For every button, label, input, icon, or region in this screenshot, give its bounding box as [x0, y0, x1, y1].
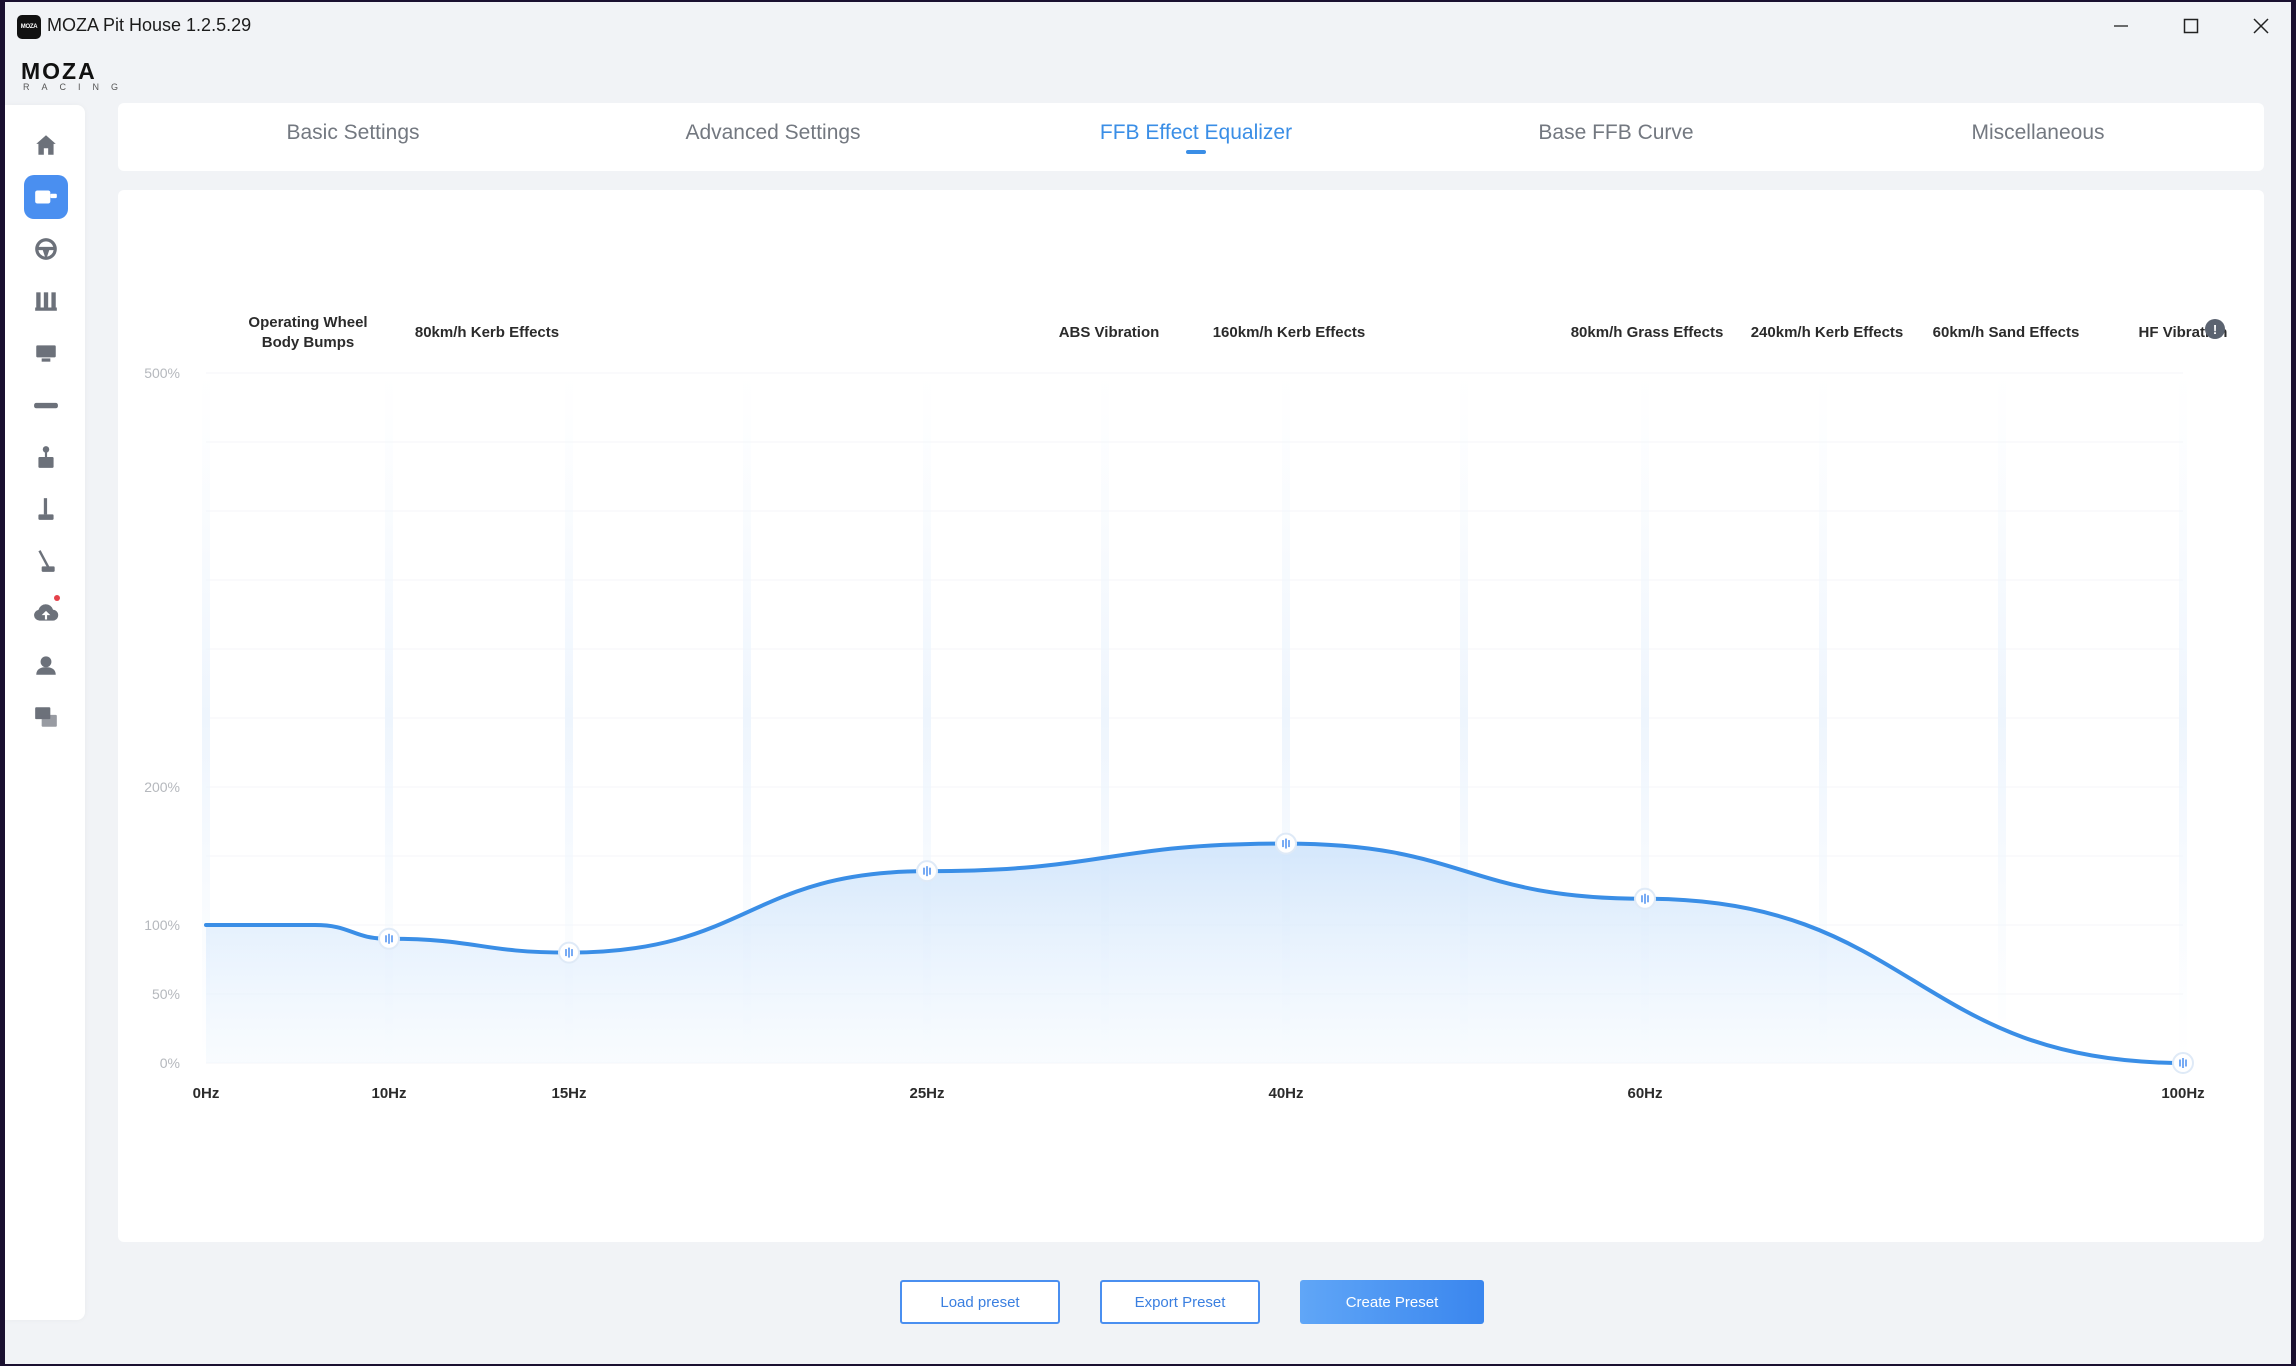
y-axis-tick-label: 50% [152, 986, 180, 1002]
frequency-band-column [743, 373, 751, 1063]
minimize-icon [2114, 25, 2128, 27]
sidebar-item-home[interactable] [24, 123, 68, 167]
x-axis-frequency-label: 40Hz [1268, 1085, 1303, 1102]
sidebar-item-wheelbase[interactable] [24, 175, 68, 219]
effect-label: 240km/h Kerb Effects [1751, 324, 1904, 341]
frequency-band-column [1998, 373, 2006, 1063]
sidebar-item-dashboard[interactable] [24, 331, 68, 375]
dashboard-icon [36, 345, 56, 362]
logo-main-text: MOZA [21, 58, 97, 84]
x-axis-frequency-label: 25Hz [909, 1085, 944, 1102]
effect-label: ABS Vibration [1059, 324, 1160, 341]
app-icon: MOZA [17, 15, 41, 39]
notification-dot [54, 595, 60, 601]
effect-label: 160km/h Kerb Effects [1213, 324, 1366, 341]
info-icon-glyph: ! [2213, 322, 2217, 337]
effect-label: Operating Wheel [248, 314, 367, 331]
sequential-shifter-icon [38, 498, 54, 520]
sidebar-item-handbrake[interactable] [24, 539, 68, 583]
sidebar [5, 105, 85, 1320]
load-preset-button[interactable]: Load preset [900, 1280, 1060, 1324]
x-axis-frequency-label: 0Hz [193, 1085, 220, 1102]
sidebar-item-handbrake-bar[interactable] [24, 383, 68, 427]
info-icon[interactable] [2205, 319, 2225, 339]
sidebar-item-shifter[interactable] [24, 435, 68, 479]
create-preset-button[interactable]: Create Preset [1300, 1280, 1484, 1324]
effect-label: 80km/h Kerb Effects [415, 324, 559, 341]
effect-label: 60km/h Sand Effects [1933, 324, 2080, 341]
frequency-band-column [565, 373, 573, 1063]
equalizer-chart: 500% 200% 100% 50% 0% 0Hz 10Hz 15Hz 25Hz 40Hz 60Hz… [144, 314, 2227, 1102]
close-button[interactable] [2226, 2, 2291, 50]
effect-label-line2: Body Bumps [262, 334, 355, 351]
export-preset-button[interactable]: Export Preset [1100, 1280, 1260, 1324]
y-axis-tick-label: 500% [144, 365, 180, 381]
app-window: MOZA MOZA Pit House 1.2.5.29 MOZA RACING [5, 2, 2291, 1364]
x-axis-frequency-label: 15Hz [551, 1085, 586, 1102]
frequency-band-column [1819, 373, 1827, 1063]
minimize-button[interactable] [2086, 2, 2156, 50]
handbrake-bar-icon [34, 402, 58, 409]
frequency-band-column [202, 373, 210, 1063]
pedals-icon [35, 292, 57, 311]
equalizer-panel: 500% 200% 100% 50% 0% 0Hz 10Hz 15Hz 25Hz 40Hz 60Hz… [118, 190, 2264, 1242]
tab-advanced-settings[interactable]: Advanced Settings [685, 121, 861, 144]
sidebar-item-qa[interactable] [24, 695, 68, 739]
frequency-band-column [1282, 373, 1290, 1063]
qa-icon [35, 707, 57, 727]
shifter-icon [38, 446, 54, 468]
x-axis-frequency-label: 10Hz [371, 1085, 406, 1102]
moza-logo: MOZA RACING [21, 58, 131, 93]
window-title: MOZA Pit House 1.2.5.29 [47, 15, 252, 35]
frequency-band-column [1641, 373, 1649, 1063]
wheelbase-icon [35, 190, 57, 204]
sidebar-item-cloud[interactable] [24, 591, 68, 635]
active-tab-indicator [1186, 150, 1206, 154]
frequency-band-column [2179, 373, 2187, 1063]
cloud-upload-icon [34, 604, 59, 621]
effect-label: 80km/h Grass Effects [1571, 324, 1724, 341]
frequency-band-column [385, 373, 393, 1063]
user-icon [36, 656, 56, 675]
maximize-icon [2183, 18, 2199, 34]
frequency-band-column [1101, 373, 1109, 1063]
maximize-button[interactable] [2156, 2, 2226, 50]
handbrake-icon [38, 550, 55, 572]
curve-area-fill [206, 843, 2183, 1063]
title-bar: MOZA MOZA Pit House 1.2.5.29 [5, 2, 2291, 50]
close-icon [2253, 18, 2269, 34]
y-axis-tick-label: 100% [144, 917, 180, 933]
logo-sub-text: RACING [23, 82, 131, 92]
frequency-band-column [923, 373, 931, 1063]
tab-bar: Basic Settings Advanced Settings FFB Eff… [118, 103, 2264, 171]
sidebar-item-steering-wheel[interactable] [24, 227, 68, 271]
x-axis-frequency-label: 100Hz [2161, 1085, 2204, 1102]
tab-basic-settings[interactable]: Basic Settings [286, 121, 420, 144]
x-axis-frequency-label: 60Hz [1627, 1085, 1662, 1102]
y-axis-tick-label: 200% [144, 779, 180, 795]
home-icon [36, 135, 56, 155]
tab-base-ffb-curve[interactable]: Base FFB Curve [1538, 121, 1694, 144]
frequency-band-column [1460, 373, 1468, 1063]
sidebar-item-user[interactable] [24, 643, 68, 687]
y-axis-tick-label: 0% [160, 1055, 180, 1071]
steering-wheel-icon [35, 238, 57, 260]
tab-ffb-effect-equalizer[interactable]: FFB Effect Equalizer [1099, 121, 1293, 144]
sidebar-item-pedals[interactable] [24, 279, 68, 323]
tab-miscellaneous[interactable]: Miscellaneous [1971, 121, 2105, 144]
sidebar-item-sequential-shifter[interactable] [24, 487, 68, 531]
